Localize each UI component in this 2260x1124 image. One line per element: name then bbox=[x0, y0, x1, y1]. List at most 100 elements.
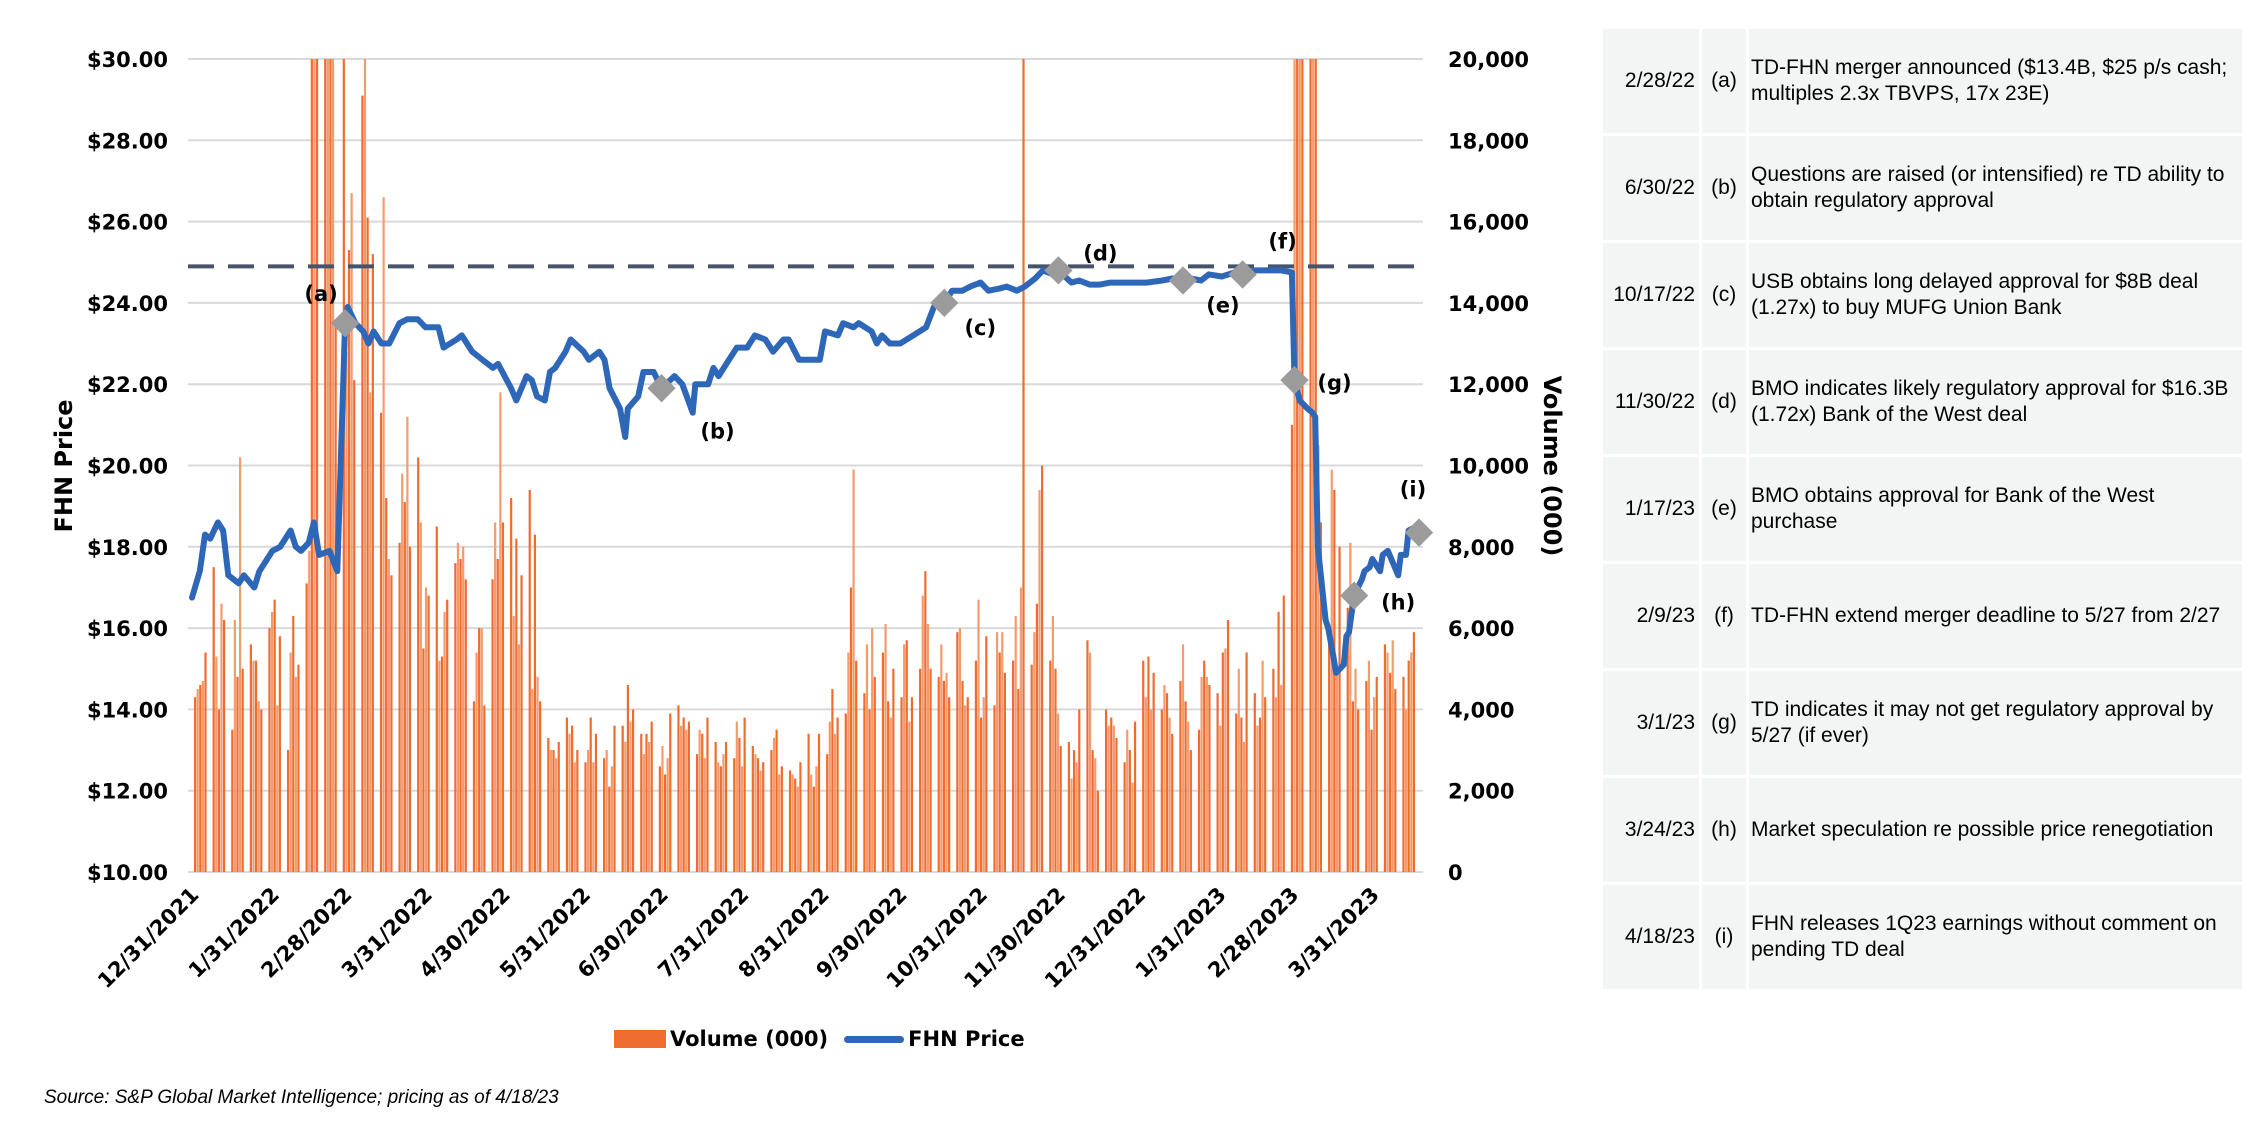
volume-bar bbox=[1330, 469, 1333, 872]
volume-bar bbox=[427, 595, 430, 872]
volume-bar bbox=[1096, 790, 1099, 872]
gridlines bbox=[188, 58, 1423, 873]
volume-bar bbox=[313, 59, 316, 872]
volume-bar bbox=[632, 709, 635, 872]
volume-bar bbox=[345, 351, 348, 872]
volume-bar bbox=[1386, 652, 1389, 872]
volume-bar bbox=[390, 575, 393, 872]
volume-bar bbox=[980, 717, 983, 872]
volume-bar bbox=[1237, 668, 1240, 872]
events-table: 2/28/22 (a) TD-FHN merger announced ($13.4… bbox=[1600, 26, 2245, 992]
volume-bar bbox=[1349, 542, 1352, 872]
volume-bar bbox=[501, 522, 505, 872]
volume-bar bbox=[249, 644, 252, 872]
volume-bar bbox=[1219, 725, 1222, 872]
volume-bar bbox=[1357, 709, 1360, 872]
volume-bar bbox=[236, 676, 239, 872]
volume-bar bbox=[1282, 595, 1285, 872]
left-tick-label: $18.00 bbox=[87, 536, 168, 560]
left-axis-title: FHN Price bbox=[50, 399, 78, 532]
volume-bar bbox=[605, 750, 608, 872]
volume-bar bbox=[382, 197, 385, 872]
volume-bar bbox=[1184, 701, 1187, 872]
volume-bar bbox=[756, 758, 760, 872]
volume-bar bbox=[1033, 632, 1036, 872]
volume-bar bbox=[1235, 713, 1238, 872]
volume-bar bbox=[547, 737, 550, 872]
x-axis-ticks: 12/31/20211/31/20222/28/20223/31/20224/3… bbox=[93, 883, 1384, 993]
event-marker-diamond bbox=[1168, 266, 1198, 295]
volume-bar bbox=[1253, 693, 1256, 872]
volume-bar bbox=[1200, 676, 1203, 872]
event-row: 1/17/23 (e) BMO obtains approval for Bank … bbox=[1603, 457, 2242, 561]
volume-bar bbox=[759, 770, 762, 872]
volume-bar bbox=[1370, 729, 1373, 872]
volume-bar bbox=[1072, 750, 1076, 872]
volume-bar bbox=[961, 680, 964, 872]
event-row: 2/28/22 (a) TD-FHN merger announced ($13.4… bbox=[1603, 29, 2242, 133]
volume-bar bbox=[863, 693, 866, 872]
volume-bar bbox=[1296, 59, 1299, 872]
volume-bar bbox=[557, 741, 560, 872]
volume-bar bbox=[1126, 729, 1129, 872]
volume-bar bbox=[695, 754, 699, 872]
volume-bar bbox=[998, 652, 1001, 872]
volume-bar bbox=[1274, 697, 1278, 872]
volume-bar bbox=[515, 538, 518, 872]
left-tick-label: $16.00 bbox=[87, 617, 168, 641]
volume-bar bbox=[297, 664, 300, 872]
volume-bar bbox=[350, 193, 353, 872]
volume-bar bbox=[1309, 59, 1312, 872]
event-marker-diamond bbox=[330, 309, 360, 338]
volume-bar bbox=[1014, 615, 1017, 872]
volume-bar bbox=[268, 628, 271, 872]
volume-bar bbox=[254, 660, 258, 872]
volume-bar bbox=[584, 762, 587, 872]
volume-bar bbox=[1272, 668, 1275, 872]
volume-bar bbox=[974, 660, 978, 872]
volume-bar bbox=[483, 705, 486, 872]
volume-bar bbox=[539, 701, 542, 872]
volume-bar bbox=[751, 745, 754, 872]
volume-bar bbox=[1049, 660, 1052, 872]
volume-bar bbox=[212, 567, 215, 872]
volume-bar bbox=[735, 721, 738, 872]
event-description: BMO obtains approval for Bank of the Wes… bbox=[1749, 457, 2242, 561]
volume-bar bbox=[1312, 59, 1315, 872]
event-date: 3/1/23 bbox=[1603, 671, 1699, 775]
volume-bar bbox=[231, 729, 234, 872]
volume-bar bbox=[462, 546, 465, 872]
volume-bar bbox=[855, 660, 858, 872]
volume-bar bbox=[1402, 676, 1405, 872]
event-row: 3/1/23 (g) TD indicates it may not get reg… bbox=[1603, 671, 2242, 775]
volume-bar bbox=[677, 705, 680, 872]
event-marker-diamond bbox=[930, 288, 959, 318]
volume-bar bbox=[1354, 668, 1357, 872]
volume-bar bbox=[496, 558, 499, 872]
volume-bar bbox=[682, 717, 685, 872]
volume-bar bbox=[640, 733, 643, 872]
volume-bar bbox=[1086, 640, 1089, 872]
volume-bar bbox=[329, 59, 332, 872]
volume-bar bbox=[308, 550, 311, 872]
volume-bar bbox=[1171, 733, 1174, 872]
volume-bar bbox=[613, 725, 616, 872]
event-label: (h) bbox=[1702, 778, 1746, 882]
volume-bar bbox=[661, 745, 664, 872]
volume-bar bbox=[948, 697, 951, 872]
volume-bar bbox=[1208, 685, 1211, 872]
volume-bar bbox=[826, 754, 829, 872]
volume-bar bbox=[520, 575, 523, 872]
volume-bar bbox=[868, 709, 871, 872]
volume-bar bbox=[1298, 59, 1301, 872]
event-row: 4/18/23 (i) FHN releases 1Q23 earnings wit… bbox=[1603, 885, 2242, 989]
volume-bar bbox=[276, 705, 279, 872]
volume-bar bbox=[440, 656, 444, 872]
event-marker-diamond bbox=[1280, 365, 1309, 395]
volume-bar bbox=[1104, 709, 1108, 872]
event-marker-label: (e) bbox=[1206, 294, 1239, 318]
volume-bar bbox=[1389, 672, 1392, 872]
price-line-path bbox=[189, 267, 1422, 676]
volume-bar bbox=[1056, 713, 1060, 872]
volume-bar bbox=[292, 615, 295, 872]
